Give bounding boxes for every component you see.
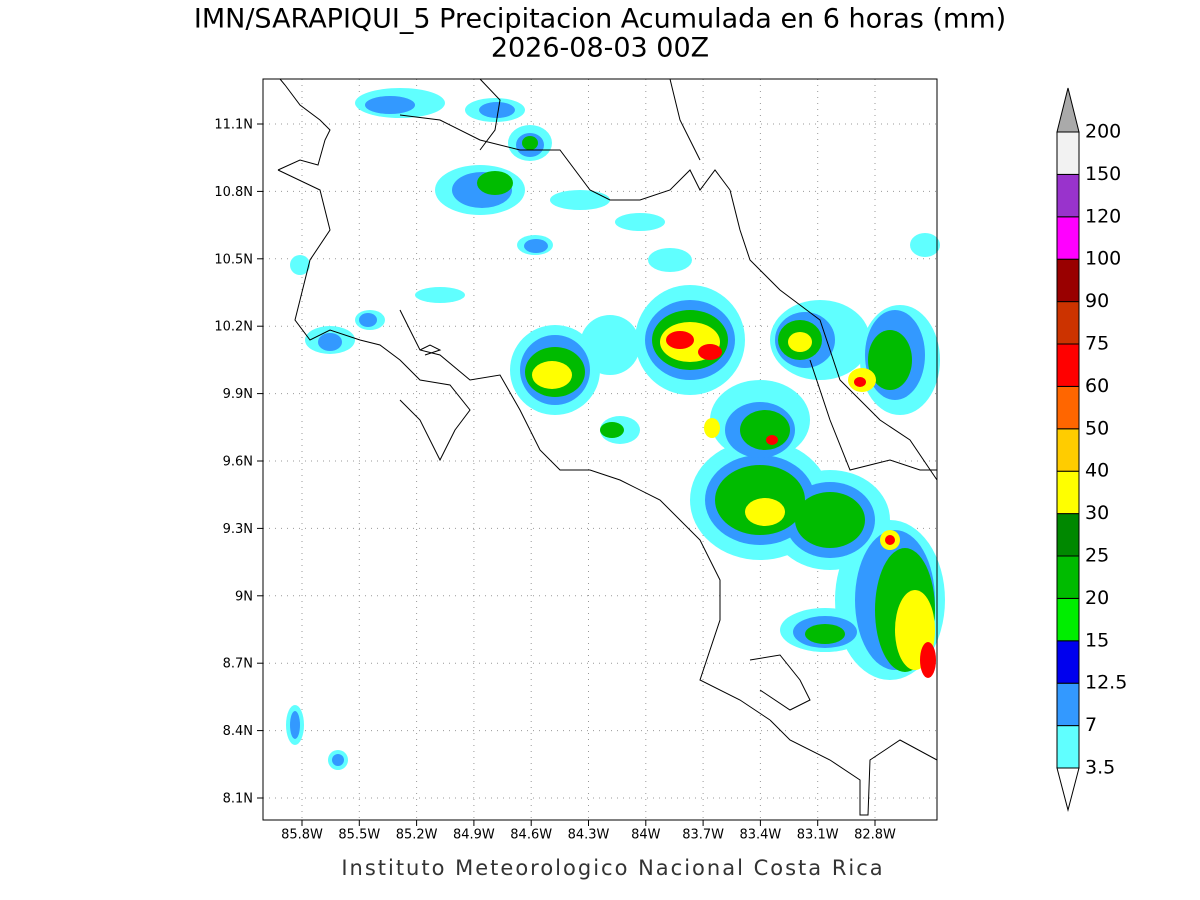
map-frame [262, 78, 938, 821]
lon-label: 82.8W [854, 828, 896, 843]
lat-label: 9N [235, 589, 253, 604]
lat-label: 10.5N [214, 252, 253, 267]
lat-label: 9.6N [223, 455, 253, 470]
colorbar-label: 30 [1085, 502, 1109, 524]
colorbar-label: 25 [1085, 545, 1109, 567]
colorbar-label: 15 [1085, 629, 1109, 651]
title: IMN/SARAPIQUI_5 Precipitacion Acumulada … [194, 4, 1006, 35]
footer: Instituto Meteorologico Nacional Costa R… [341, 856, 884, 880]
colorbar-box [1056, 173, 1080, 218]
colorbar-label: 75 [1085, 333, 1109, 355]
lon-label: 83.4W [739, 828, 781, 843]
lon-label: 83.7W [682, 828, 724, 843]
colorbar-box [1056, 216, 1080, 260]
lat-label: 10.8N [214, 185, 253, 200]
colorbar-label: 60 [1085, 375, 1109, 397]
map [257, 78, 945, 826]
colorbar-label: 3.5 [1085, 757, 1115, 779]
subtitle: 2026-08-03 00Z [491, 33, 709, 64]
colorbar-label: 7 [1085, 714, 1097, 736]
colorbar-label: 150 [1085, 163, 1121, 185]
lon-label: 84.9W [453, 828, 495, 843]
colorbar-label: 90 [1085, 290, 1109, 312]
colorbar-box [1056, 301, 1080, 345]
colorbar-box [1056, 640, 1080, 684]
colorbar-label: 12.5 [1085, 672, 1127, 694]
colorbar: 3.5 7 12.5 15 20 25 30 40 50 60 75 90 100 120 150 200 [1056, 87, 1127, 812]
colorbar-label: 40 [1085, 460, 1109, 482]
colorbar-box [1056, 682, 1080, 727]
colorbar-box [1056, 597, 1080, 642]
colorbar-label: 50 [1085, 417, 1109, 439]
lon-label: 85.8W [281, 828, 323, 843]
colorbar-box [1056, 343, 1080, 387]
colorbar-box [1056, 555, 1080, 599]
lat-label: 8.4N [223, 724, 253, 739]
lon-label: 83.1W [797, 828, 839, 843]
lat-label: 11.1N [214, 118, 253, 133]
precipitation [286, 88, 945, 770]
colorbar-label: 20 [1085, 587, 1109, 609]
lat-label: 10.2N [214, 320, 253, 335]
colorbar-box [1056, 470, 1080, 515]
colorbar-box [1056, 513, 1080, 557]
lat-label: 9.9N [223, 387, 253, 402]
colorbar-box [1056, 428, 1080, 472]
coastline [277, 78, 938, 816]
colorbar-label: 100 [1085, 248, 1121, 270]
lat-label: 9.3N [223, 522, 253, 537]
lon-label: 84W [631, 828, 661, 843]
colorbar-label: 200 [1085, 121, 1121, 143]
lon-label: 85.5W [338, 828, 380, 843]
lon-label: 84.3W [568, 828, 610, 843]
colorbar-label: 120 [1085, 205, 1121, 227]
lat-label: 8.7N [223, 657, 253, 672]
colorbar-box [1056, 725, 1080, 769]
colorbar-under [1056, 767, 1080, 812]
lat-label: 8.1N [223, 792, 253, 807]
map-frame-bg [263, 79, 937, 820]
colorbar-box [1056, 385, 1080, 430]
lon-label: 85.2W [396, 828, 438, 843]
lon-label: 84.6W [510, 828, 552, 843]
colorbar-over [1056, 87, 1080, 133]
colorbar-box [1056, 258, 1080, 303]
colorbar-box [1056, 131, 1080, 175]
